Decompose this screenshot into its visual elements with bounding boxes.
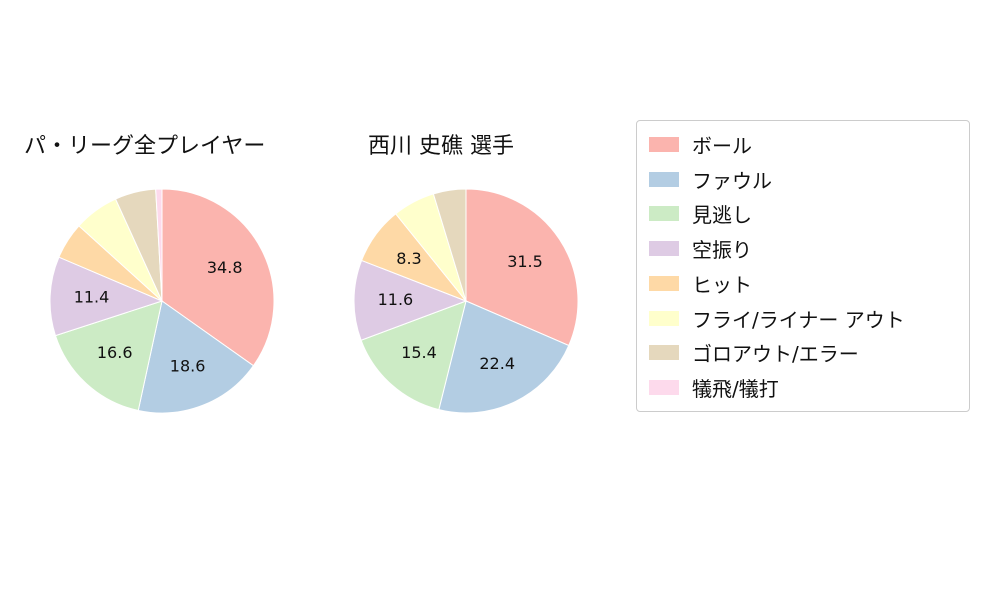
legend-label: ボール: [692, 133, 752, 158]
pie-value-label: 22.4: [479, 354, 515, 373]
pie-chart-player: 31.5 22.4 15.4 11.6 8.3: [353, 188, 579, 414]
legend-label: 見逃し: [692, 203, 752, 228]
legend-item-3: 空振り: [637, 232, 969, 266]
legend-swatch: [649, 171, 679, 187]
pie-slice-1: [137, 300, 255, 414]
pie-slice-0: [161, 188, 275, 367]
pie-slice-2: [360, 300, 467, 411]
pie-slice-7: [155, 188, 163, 302]
legend-item-5: フライ/ライナー アウト: [637, 301, 969, 335]
pie-slice-3: [49, 256, 164, 337]
pie-value-label: 34.8: [207, 258, 243, 277]
pie-value-label: 11.4: [74, 287, 110, 306]
legend-swatch: [649, 275, 679, 291]
legend-label: ヒット: [692, 272, 752, 297]
chart-title-pa-league: パ・リーグ全プレイヤー: [24, 134, 266, 159]
legend-swatch: [649, 310, 679, 326]
legend: ボールファウル見逃し空振りヒットフライ/ライナー アウト ゴロアウト/エラー 犠飛/…: [636, 120, 970, 412]
pie-value-label: 16.6: [97, 343, 133, 362]
legend-swatch: [649, 380, 679, 396]
pie-value-label: 31.5: [507, 252, 543, 271]
pie-slice-1: [438, 300, 570, 414]
pie-slice-2: [54, 300, 163, 412]
pie-chart-pa-league: 34.8 18.6 16.6 11.4: [49, 188, 275, 414]
legend-label: ファウル: [692, 168, 772, 193]
legend-swatch: [649, 206, 679, 222]
pie-value-label: 15.4: [401, 343, 437, 362]
legend-item-1: ファウル: [637, 162, 969, 196]
legend-label: 犠飛/犠打: [692, 377, 779, 402]
legend-item-7: 犠飛/犠打: [637, 371, 969, 405]
legend-swatch: [649, 136, 679, 152]
pie-value-label: 11.6: [378, 290, 414, 309]
legend-label: ゴロアウト/エラー: [692, 342, 859, 367]
pie-value-label: 8.3: [396, 249, 421, 268]
pie-slice-3: [353, 259, 468, 341]
chart-title-player: 西川 史礁 選手: [368, 134, 514, 159]
legend-item-4: ヒット: [637, 266, 969, 300]
pie-slice-6: [432, 188, 467, 302]
legend-item-0: ボール: [637, 127, 969, 161]
legend-swatch: [649, 241, 679, 257]
legend-item-6: ゴロアウト/エラー: [637, 336, 969, 370]
pie-slice-0: [465, 188, 579, 347]
legend-label: 空振り: [692, 238, 752, 263]
legend-swatch: [649, 345, 679, 361]
pie-value-label: 18.6: [170, 356, 206, 375]
legend-label: フライ/ライナー アウト: [692, 307, 905, 332]
legend-item-2: 見逃し: [637, 197, 969, 231]
